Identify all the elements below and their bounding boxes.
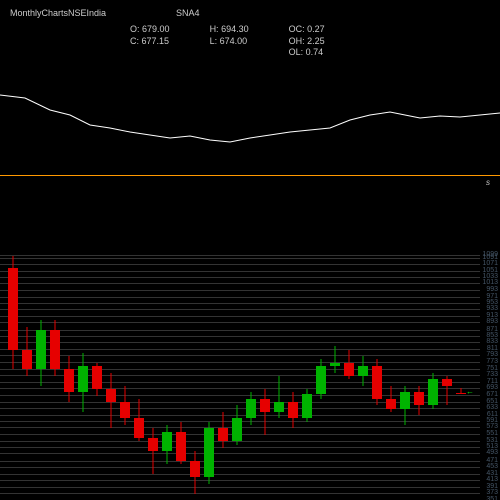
open-stat: O: 679.00 xyxy=(130,24,170,36)
oc-stat: OC: 0.27 xyxy=(289,24,325,36)
current-price-marker: ← xyxy=(466,387,474,396)
candle[interactable] xyxy=(22,327,32,376)
candle[interactable] xyxy=(78,353,88,412)
stats-col-3: OC: 0.27 OH: 2.25 OL: 0.74 xyxy=(289,24,325,59)
stats-col-1: O: 679.00 C: 677.15 xyxy=(130,24,170,59)
y-tick-label: 493 xyxy=(486,450,498,456)
candle[interactable] xyxy=(120,386,130,425)
ol-stat: OL: 0.74 xyxy=(289,47,325,59)
oh-stat: OH: 2.25 xyxy=(289,36,325,48)
candle[interactable] xyxy=(456,388,466,395)
y-tick-label: 633 xyxy=(486,405,498,411)
candle[interactable] xyxy=(316,359,326,398)
candle[interactable] xyxy=(190,451,200,494)
chart-container: MonthlyChartsNSEIndia SNA4 O: 679.00 C: … xyxy=(0,0,500,500)
candle[interactable] xyxy=(414,386,424,415)
candle[interactable] xyxy=(274,376,284,419)
candle[interactable] xyxy=(386,386,396,412)
candle[interactable] xyxy=(344,350,354,379)
candle[interactable] xyxy=(358,356,368,385)
symbol: SNA4 xyxy=(176,8,200,18)
candle[interactable] xyxy=(428,373,438,409)
y-tick-label: 893 xyxy=(486,319,498,325)
candle[interactable] xyxy=(134,399,144,442)
candle[interactable] xyxy=(372,359,382,405)
candle[interactable] xyxy=(288,392,298,428)
candle[interactable] xyxy=(64,356,74,402)
candle[interactable] xyxy=(204,422,214,484)
candle[interactable] xyxy=(232,405,242,444)
candle[interactable] xyxy=(176,422,186,465)
candle[interactable] xyxy=(50,320,60,376)
candle[interactable] xyxy=(218,412,228,448)
candle[interactable] xyxy=(162,425,172,464)
chart-title: MonthlyChartsNSEIndia xyxy=(10,8,106,18)
candle[interactable] xyxy=(400,386,410,425)
candlestick-chart[interactable]: ← xyxy=(0,255,480,500)
y-tick-label: 453 xyxy=(486,464,498,470)
candle[interactable] xyxy=(148,428,158,474)
candle[interactable] xyxy=(246,392,256,425)
candle[interactable] xyxy=(8,256,18,369)
header: MonthlyChartsNSEIndia SNA4 O: 679.00 C: … xyxy=(0,0,500,61)
high-stat: H: 694.30 xyxy=(210,24,249,36)
candle[interactable] xyxy=(92,363,102,396)
close-stat: C: 677.15 xyxy=(130,36,170,48)
candle[interactable] xyxy=(302,389,312,422)
low-stat: L: 674.00 xyxy=(210,36,249,48)
y-axis: 1099109110711051103310139939719539339138… xyxy=(476,255,498,500)
candle[interactable] xyxy=(260,389,270,435)
stats-col-2: H: 694.30 L: 674.00 xyxy=(210,24,249,59)
indicator-line-chart xyxy=(0,80,500,155)
candle[interactable] xyxy=(106,373,116,429)
section-divider xyxy=(0,175,500,176)
candle[interactable] xyxy=(330,346,340,372)
candle[interactable] xyxy=(442,376,452,405)
divider-label: s xyxy=(486,178,490,187)
ohlc-stats: O: 679.00 C: 677.15 H: 694.30 L: 674.00 … xyxy=(130,24,490,59)
candle[interactable] xyxy=(36,320,46,386)
